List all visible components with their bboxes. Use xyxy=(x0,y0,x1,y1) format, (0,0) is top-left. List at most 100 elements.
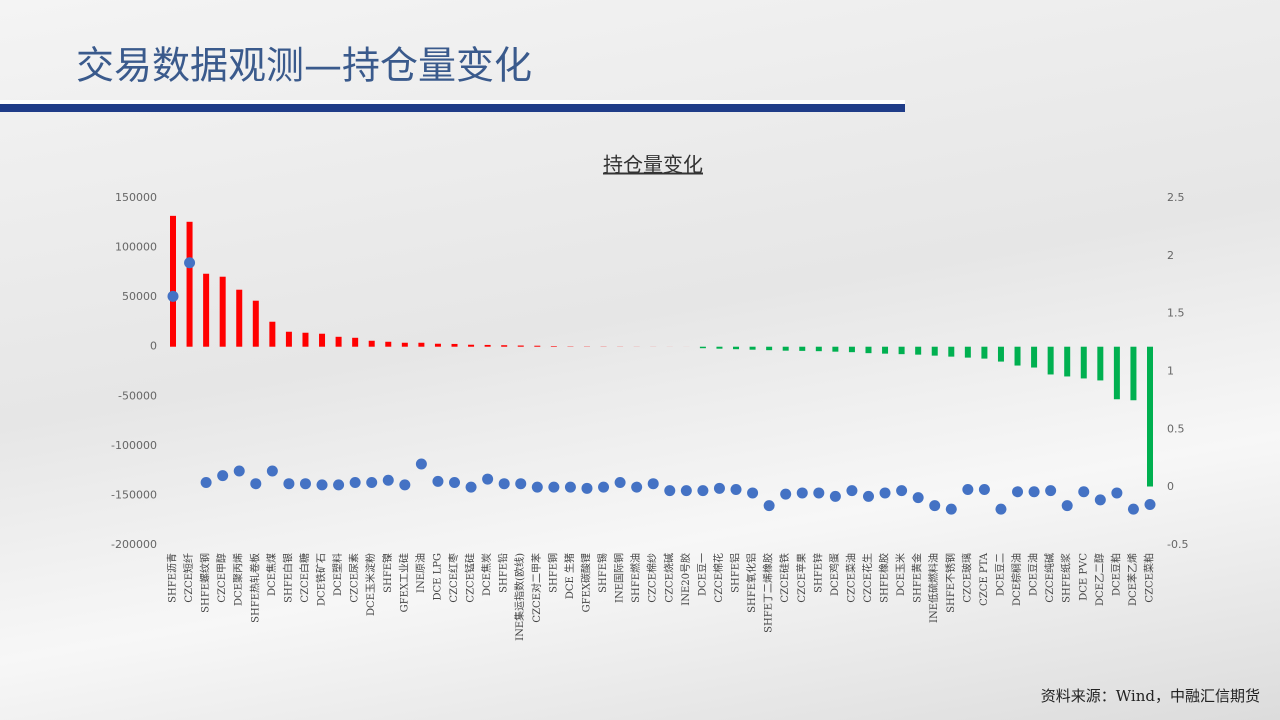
dot xyxy=(747,487,759,499)
x-tick-label: DCE PVC xyxy=(1078,553,1089,601)
dot xyxy=(1111,487,1123,499)
bar xyxy=(1130,346,1137,401)
x-tick-label: INE原油 xyxy=(414,553,427,593)
dot xyxy=(1094,494,1106,506)
dot xyxy=(879,487,891,499)
x-tick-label: DCE玉米 xyxy=(894,553,907,596)
bar xyxy=(484,344,491,347)
dot xyxy=(299,478,311,490)
bar xyxy=(898,346,905,355)
y-tick-label: -100000 xyxy=(111,439,157,452)
bar xyxy=(981,346,988,359)
dot xyxy=(796,487,808,499)
dot xyxy=(780,488,792,500)
bar xyxy=(434,343,441,347)
dot xyxy=(233,465,245,477)
bar xyxy=(1031,346,1038,368)
y-tick-label: -150000 xyxy=(111,488,157,501)
y2-tick-label: 1 xyxy=(1167,365,1174,378)
x-tick-label: DCE乙二醇 xyxy=(1093,553,1106,606)
x-tick-label: SHFE锡 xyxy=(596,553,609,593)
bar xyxy=(733,346,740,350)
bar xyxy=(832,346,839,352)
x-tick-label: CZCE菜油 xyxy=(844,553,857,603)
dot xyxy=(1078,486,1090,498)
dot xyxy=(945,503,957,515)
dot xyxy=(432,475,444,487)
bar xyxy=(534,345,541,347)
x-tick-label: SHFE氧化铝 xyxy=(745,553,758,613)
x-tick-label: CZCE菜粕 xyxy=(1143,553,1156,603)
x-tick-label: DCE豆一 xyxy=(696,553,708,596)
dot xyxy=(200,477,212,489)
x-tick-label: DCE铁矿石 xyxy=(315,553,328,606)
bar xyxy=(550,346,557,347)
bar xyxy=(352,337,359,347)
y2-tick-label: 2 xyxy=(1167,249,1174,262)
y-tick-label: 50000 xyxy=(122,290,157,303)
x-tick-label: INE20号胶 xyxy=(679,553,692,606)
bar xyxy=(931,346,938,356)
x-tick-label: SHFE镍 xyxy=(381,553,394,593)
x-tick-label: CZCE对二甲苯 xyxy=(530,553,543,623)
dot xyxy=(763,500,775,512)
y2-tick-label: 0 xyxy=(1167,480,1174,493)
x-tick-label: CZCE纯碱 xyxy=(1043,553,1056,603)
dot xyxy=(366,477,378,489)
bar xyxy=(799,346,806,351)
bar xyxy=(302,332,309,347)
dot xyxy=(829,490,841,502)
bar xyxy=(782,346,789,351)
x-tick-label: DCE聚丙烯 xyxy=(232,553,245,606)
bar xyxy=(1080,346,1087,379)
x-tick-label: CZCE PTA xyxy=(979,552,990,606)
bar xyxy=(418,342,425,347)
dot xyxy=(498,478,510,490)
dot xyxy=(713,482,725,494)
dot xyxy=(1045,485,1057,497)
x-tick-label: CZCE甲醇 xyxy=(215,553,228,603)
x-tick-label: DCE豆二 xyxy=(994,553,1006,596)
x-tick-label: CZCE锰硅 xyxy=(464,553,477,603)
x-tick-label: CZCE花生 xyxy=(861,553,874,603)
x-tick-label: GFEX工业硅 xyxy=(397,553,410,612)
x-tick-label: SHFE白银 xyxy=(281,553,294,603)
x-tick-label: CZCE短纤 xyxy=(182,553,195,603)
dot xyxy=(647,478,659,490)
bar xyxy=(269,321,276,347)
x-tick-label: SHFE纸浆 xyxy=(1060,553,1073,603)
bar xyxy=(1113,346,1120,400)
dot xyxy=(1028,486,1040,498)
bar xyxy=(716,346,723,349)
bar xyxy=(1014,346,1021,366)
bar xyxy=(1064,346,1071,377)
dot xyxy=(1012,486,1024,498)
bar xyxy=(468,344,475,347)
x-tick-label: SHFE橡胶 xyxy=(878,553,891,603)
x-tick-label: SHFE燃油 xyxy=(629,553,642,603)
header-line xyxy=(0,100,905,104)
bar xyxy=(749,346,756,350)
dot xyxy=(1127,503,1139,515)
dot xyxy=(912,492,924,504)
bar xyxy=(451,343,458,347)
x-tick-label: DCE鸡蛋 xyxy=(828,553,841,596)
dot xyxy=(184,257,196,269)
bar xyxy=(219,276,226,347)
dot xyxy=(664,485,676,497)
x-tick-label: SHFE螺纹钢 xyxy=(199,553,212,613)
bar xyxy=(997,346,1004,362)
bar xyxy=(1147,346,1153,487)
bar xyxy=(848,346,855,353)
dot xyxy=(581,482,593,494)
dot xyxy=(382,474,394,486)
x-tick-label: SHFE铜 xyxy=(547,553,559,593)
x-tick-label: DCE豆粕 xyxy=(1109,553,1122,596)
dot xyxy=(680,485,692,497)
dot xyxy=(614,477,626,489)
bar xyxy=(319,333,326,347)
dot xyxy=(929,500,941,512)
x-tick-label: INE低硫燃料油 xyxy=(927,553,940,623)
dot xyxy=(449,477,461,489)
